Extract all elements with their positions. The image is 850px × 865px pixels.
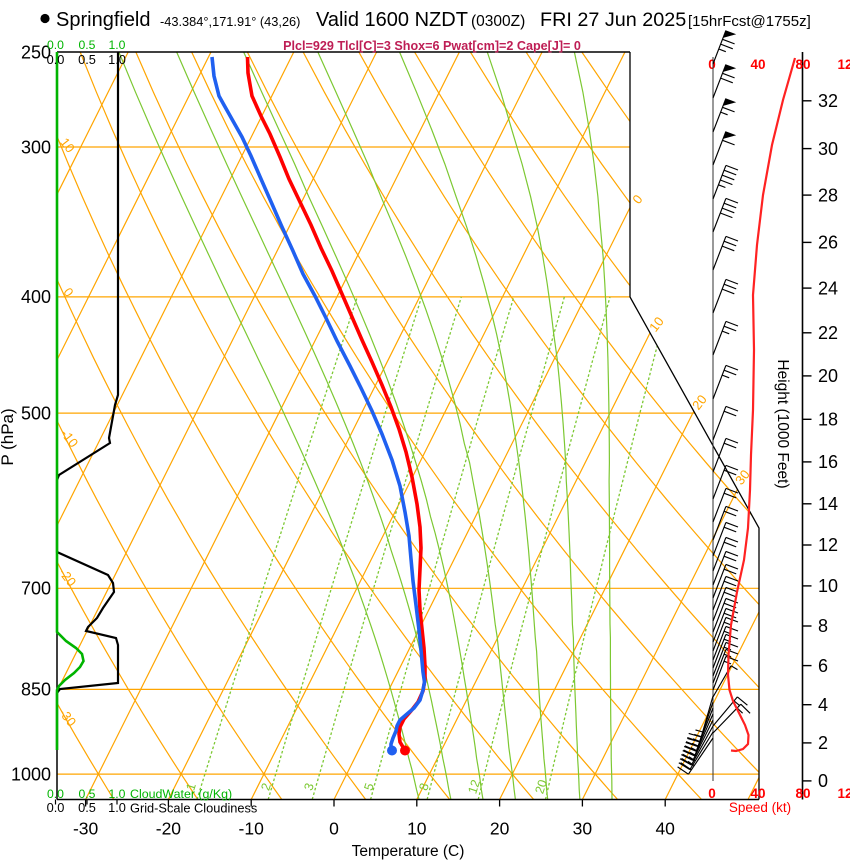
svg-text:12: 12 [837,786,850,801]
svg-text:40: 40 [750,57,765,72]
svg-text:1000: 1000 [11,764,51,784]
svg-text:20: 20 [818,366,838,386]
svg-text:2: 2 [258,781,273,792]
svg-text:P (hPa): P (hPa) [0,408,17,465]
svg-text:300: 300 [21,137,51,157]
svg-text:-30: -30 [73,819,99,839]
svg-text:22: 22 [818,323,838,343]
svg-text:0: 0 [708,57,716,72]
svg-text:CloudWater (g/Kg): CloudWater (g/Kg) [130,787,232,801]
svg-text:Speed (kt): Speed (kt) [729,800,791,815]
svg-text:30: 30 [573,819,593,839]
svg-text:[15hrFcst@1755z]: [15hrFcst@1755z] [688,13,811,30]
svg-text:8: 8 [416,781,431,792]
svg-text:80: 80 [795,57,810,72]
svg-text:Valid 1600 NZDT: Valid 1600 NZDT [316,9,468,31]
svg-text:0.5: 0.5 [79,787,96,801]
svg-text:4: 4 [818,695,828,715]
svg-text:10: 10 [407,819,427,839]
svg-text:30: 30 [818,139,838,159]
svg-text:Temperature (C): Temperature (C) [352,843,465,860]
svg-text:0.0: 0.0 [47,52,65,67]
svg-text:80: 80 [795,786,810,801]
svg-text:40: 40 [655,819,675,839]
svg-text:700: 700 [21,579,51,599]
svg-text:16: 16 [818,452,838,472]
svg-text:0.0: 0.0 [47,800,65,815]
svg-text:500: 500 [21,403,51,423]
svg-text:0: 0 [818,771,828,791]
svg-text:6: 6 [818,656,828,676]
svg-text:32: 32 [818,91,838,111]
svg-text:-10: -10 [239,819,265,839]
svg-text:26: 26 [818,233,838,253]
svg-text:0: 0 [708,786,716,801]
svg-text:20: 20 [532,778,550,796]
svg-text:Grid-Scale Cloudiness: Grid-Scale Cloudiness [130,801,257,816]
svg-text:1.0: 1.0 [108,52,126,67]
svg-text:-43.384°,171.91° (43,26): -43.384°,171.91° (43,26) [160,14,300,29]
svg-text:FRI 27 Jun 2025: FRI 27 Jun 2025 [540,9,686,31]
svg-text:3: 3 [301,781,316,792]
svg-text:250: 250 [21,42,51,62]
svg-text:1: 1 [183,781,198,792]
svg-text:14: 14 [818,494,838,514]
svg-text:-20: -20 [156,819,182,839]
svg-text:10: 10 [818,576,838,596]
svg-text:12: 12 [465,778,483,796]
svg-text:(0300Z): (0300Z) [471,13,525,30]
svg-text:1.0: 1.0 [109,787,126,801]
svg-text:28: 28 [818,185,838,205]
svg-text:400: 400 [21,287,51,307]
svg-text:1.0: 1.0 [108,800,126,815]
svg-text:12: 12 [818,535,838,555]
svg-text:850: 850 [21,680,51,700]
svg-text:0.0: 0.0 [47,38,64,52]
svg-text:40: 40 [750,786,765,801]
svg-text:0.0: 0.0 [47,787,64,801]
svg-text:12: 12 [837,57,850,72]
svg-text:5: 5 [361,781,376,792]
svg-text:18: 18 [818,410,838,430]
svg-text:Plcl=929 Tlcl[C]=3 Shox=6 Pwat: Plcl=929 Tlcl[C]=3 Shox=6 Pwat[cm]=2 Cap… [283,39,581,53]
svg-text:0.5: 0.5 [78,52,96,67]
svg-text:Height (1000 Feet): Height (1000 Feet) [774,359,791,488]
svg-text:0.5: 0.5 [79,38,96,52]
svg-text:0: 0 [329,819,339,839]
svg-text:1.0: 1.0 [109,38,126,52]
svg-text:Springfield: Springfield [56,9,151,31]
svg-text:0.5: 0.5 [78,800,96,815]
svg-text:20: 20 [490,819,510,839]
svg-text:24: 24 [818,278,838,298]
svg-text:2: 2 [818,733,828,753]
svg-text:8: 8 [818,616,828,636]
